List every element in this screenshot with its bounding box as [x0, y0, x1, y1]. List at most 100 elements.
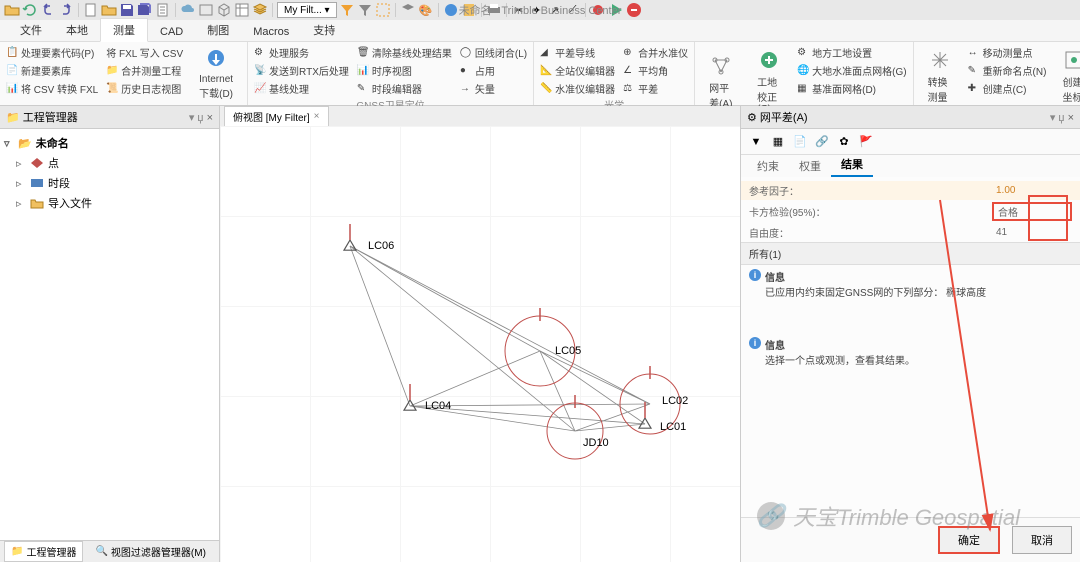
- qat-compute-icon[interactable]: [443, 2, 459, 18]
- ribbon-rename-points[interactable]: ✎重新命名点(N): [968, 62, 1047, 79]
- qat-saveall-icon[interactable]: [137, 2, 153, 18]
- ribbon-group-optical: ◢平差导线 📐全站仪编辑器 📏水准仪编辑器 ⊕合并水准仪 ∠平均角 ⚖平差 光学: [534, 42, 695, 105]
- info-message-1: i 信息已应用内约束固定GNSS网的下列部分： 椭球高度: [741, 265, 1080, 303]
- ribbon-merge-projects[interactable]: 📁合并测量工程: [106, 62, 183, 79]
- qat-save-icon[interactable]: [119, 2, 135, 18]
- bottom-tab-explorer[interactable]: 📁 工程管理器: [4, 541, 83, 562]
- qat-open-icon[interactable]: [4, 2, 20, 18]
- menu-tab-local[interactable]: 本地: [54, 19, 100, 41]
- qat-palette-icon[interactable]: 🎨: [418, 2, 434, 18]
- bottom-tab-viewfilter[interactable]: 🔍 视图过滤器管理器(M): [89, 542, 211, 561]
- ribbon-geoid-grid[interactable]: 🌐大地水准面点网格(G): [797, 62, 906, 79]
- ribbon-session-editor[interactable]: ✎时段编辑器: [357, 80, 452, 97]
- ribbon-adjust-traverse[interactable]: ◢平差导线: [540, 44, 615, 61]
- tree-root[interactable]: ▿ 📂 未命名: [4, 133, 215, 153]
- ribbon-csv-to-fxl[interactable]: 📊将 CSV 转换 FXL: [6, 80, 98, 97]
- ribbon-vector[interactable]: →矢量: [460, 80, 527, 97]
- qat-redo-icon[interactable]: [58, 2, 74, 18]
- network-adjustment-panel: ⚙ 网平差(A) ▾ џ × ▼ ▦ 📄 🔗 ✿ 🚩 约束 权重 结果 参考因子…: [740, 106, 1080, 562]
- cancel-button[interactable]: 取消: [1012, 526, 1072, 554]
- menu-tab-support[interactable]: 支持: [301, 19, 347, 41]
- result-row-chi: 卡方检验(95%)： 合格: [741, 200, 1080, 223]
- ribbon-group-gnss: ⚙处理服务 📡发送到RTX后处理 📈基线处理 🗑清除基线处理结果 📊时序视图 ✎…: [248, 42, 534, 105]
- tree-toggle-icon[interactable]: ▹: [16, 157, 26, 170]
- qat-stop-icon[interactable]: [626, 2, 642, 18]
- ribbon-timeseries[interactable]: 📊时序视图: [357, 62, 452, 79]
- tree-toggle-icon[interactable]: ▹: [16, 177, 26, 190]
- tree-item-sessions[interactable]: ▹ 时段: [16, 173, 215, 193]
- tool-spreadsheet-icon[interactable]: ▦: [769, 133, 787, 151]
- ribbon-level-editor[interactable]: 📏水准仪编辑器: [540, 80, 615, 97]
- ribbon-process-feature-codes[interactable]: 📋处理要素代码(P): [6, 44, 98, 61]
- qat-view-icon[interactable]: [198, 2, 214, 18]
- ribbon-history-log[interactable]: 📜历史日志视图: [106, 80, 183, 97]
- ribbon-internet-download[interactable]: Internet 下载(D): [191, 44, 241, 104]
- tree-toggle-icon[interactable]: ▹: [16, 197, 26, 210]
- qat-3d-icon[interactable]: [216, 2, 232, 18]
- view-tab-close-icon[interactable]: ×: [314, 111, 320, 122]
- menu-tab-draft[interactable]: 制图: [195, 19, 241, 41]
- project-explorer-panel: 📁 工程管理器 ▾ џ × ▿ 📂 未命名 ▹ 点 ▹: [0, 106, 220, 562]
- survey-network: LC06LC05LC04LC02LC01JD10: [220, 126, 740, 562]
- qat-refresh-icon[interactable]: [22, 2, 38, 18]
- svg-text:LC06: LC06: [368, 240, 394, 252]
- panel-close-icon[interactable]: ×: [207, 112, 213, 124]
- qat-filter2-icon[interactable]: [357, 2, 373, 18]
- ribbon-clear-baseline[interactable]: 🗑清除基线处理结果: [357, 44, 452, 61]
- ribbon-adjust[interactable]: ⚖平差: [623, 80, 688, 97]
- qat-filter-icon[interactable]: [339, 2, 355, 18]
- menu-tab-survey[interactable]: 测量: [100, 18, 148, 42]
- separator: [78, 3, 79, 17]
- result-tab-results[interactable]: 结果: [831, 153, 873, 177]
- menu-tab-cad[interactable]: CAD: [148, 23, 195, 41]
- ribbon-group-cogo: 转换测量点 ↔移动测量点 ✎重新命名点(N) ✚创建点(C) 创建坐标几何 坐标…: [914, 42, 1080, 105]
- tree-item-import-files[interactable]: ▹ 导入文件: [16, 193, 215, 213]
- ribbon-local-site[interactable]: ⚙地方工地设置: [797, 44, 906, 61]
- tool-settings-icon[interactable]: ✿: [835, 133, 853, 151]
- separator: [438, 3, 439, 17]
- tool-report-icon[interactable]: 📄: [791, 133, 809, 151]
- qat-layers-icon[interactable]: [252, 2, 268, 18]
- ribbon-avg-angle[interactable]: ∠平均角: [623, 62, 688, 79]
- ok-button[interactable]: 确定: [938, 526, 1000, 554]
- qat-selection-icon[interactable]: [375, 2, 391, 18]
- tree-item-points[interactable]: ▹ 点: [16, 153, 215, 173]
- ribbon-loop-closure[interactable]: ◯回线闭合(L): [460, 44, 527, 61]
- tool-flag-icon[interactable]: 🚩: [857, 133, 875, 151]
- ribbon-new-feature-lib[interactable]: 📄新建要素库: [6, 62, 98, 79]
- qat-cloud-icon[interactable]: [180, 2, 196, 18]
- ribbon-process-service[interactable]: ⚙处理服务: [254, 44, 349, 61]
- info-message-2: i 信息选择一个点或观测，查看其结果。: [741, 333, 1080, 371]
- view-tab[interactable]: 俯视图 [My Filter] ×: [224, 106, 329, 127]
- tool-link-icon[interactable]: 🔗: [813, 133, 831, 151]
- qat-sheet-icon[interactable]: [234, 2, 250, 18]
- qat-filter-button[interactable]: My Filt... ▾: [277, 2, 337, 18]
- tree-toggle-icon[interactable]: ▿: [4, 137, 14, 150]
- svg-text:JD10: JD10: [583, 437, 609, 449]
- result-tab-constraints[interactable]: 约束: [747, 155, 789, 177]
- panel-close-icon[interactable]: ×: [1068, 112, 1074, 124]
- ribbon-fxl-to-csv[interactable]: 将 FXL 写入 CSV: [106, 44, 183, 61]
- quick-access-toolbar: My Filt... ▾ 🎨 ✂ ✦ ↗ ⟋ 未命名 - Trimble Bus…: [0, 0, 1080, 20]
- ribbon-totalstation-editor[interactable]: 📐全站仪编辑器: [540, 62, 615, 79]
- qat-undo-icon[interactable]: [40, 2, 56, 18]
- plan-viewport[interactable]: LC06LC05LC04LC02LC01JD10: [220, 126, 740, 562]
- ribbon-move-points[interactable]: ↔移动测量点: [968, 44, 1047, 61]
- result-tab-weights[interactable]: 权重: [789, 155, 831, 177]
- app-title: 未命名 - Trimble Business Center: [459, 2, 622, 18]
- ribbon-baseline-process[interactable]: 📈基线处理: [254, 80, 349, 97]
- ribbon-datum-grid[interactable]: ▦基准面网格(D): [797, 80, 906, 97]
- qat-doc-icon[interactable]: [155, 2, 171, 18]
- menu-tab-macros[interactable]: Macros: [241, 23, 301, 41]
- tool-dropdown-icon[interactable]: ▼: [747, 133, 765, 151]
- qat-new-icon[interactable]: [83, 2, 99, 18]
- ribbon-send-rtx[interactable]: 📡发送到RTX后处理: [254, 62, 349, 79]
- qat-layers2-icon[interactable]: [400, 2, 416, 18]
- section-all[interactable]: 所有(1): [741, 242, 1080, 265]
- ribbon-occupation[interactable]: ●占用: [460, 62, 527, 79]
- qat-open2-icon[interactable]: [101, 2, 117, 18]
- menu-tab-file[interactable]: 文件: [8, 19, 54, 41]
- ribbon-create-points[interactable]: ✚创建点(C): [968, 80, 1047, 97]
- project-tree: ▿ 📂 未命名 ▹ 点 ▹ 时段 ▹: [0, 129, 219, 540]
- ribbon-merge-levels[interactable]: ⊕合并水准仪: [623, 44, 688, 61]
